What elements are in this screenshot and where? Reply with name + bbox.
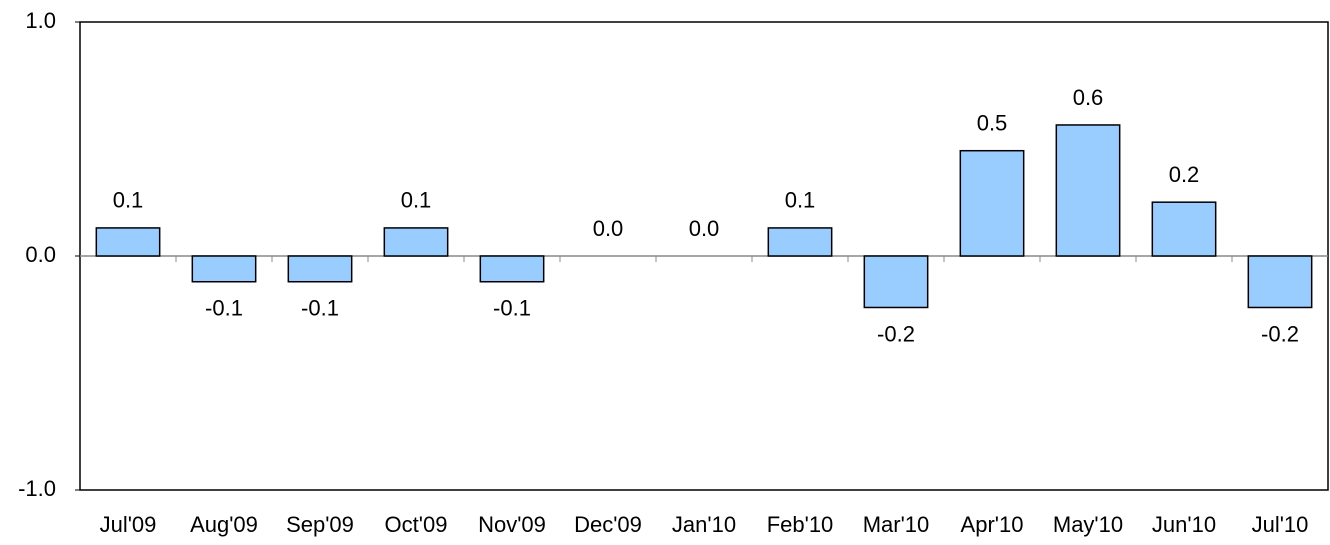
bar xyxy=(767,227,833,257)
bar xyxy=(191,255,257,283)
x-tick-label: Sep'09 xyxy=(286,512,354,537)
x-tick-label: Aug'09 xyxy=(190,512,258,537)
x-tick-label: Apr'10 xyxy=(961,512,1024,537)
value-label: -0.2 xyxy=(1261,321,1299,346)
x-tick-label: Jul'10 xyxy=(1252,512,1309,537)
x-tick-label: Feb'10 xyxy=(767,512,834,537)
bar xyxy=(1151,201,1217,257)
y-tick-label: 1.0 xyxy=(25,8,56,33)
value-label: -0.1 xyxy=(301,296,339,321)
x-tick-label: Dec'09 xyxy=(574,512,642,537)
y-tick-label: -1.0 xyxy=(18,476,56,501)
value-label: 0.0 xyxy=(689,216,720,241)
bar xyxy=(1055,124,1121,257)
bar xyxy=(479,255,545,283)
bar xyxy=(863,255,929,309)
value-label: -0.2 xyxy=(877,321,915,346)
value-label: -0.1 xyxy=(205,296,243,321)
bar xyxy=(383,227,449,257)
bar xyxy=(287,255,353,283)
value-label: 0.5 xyxy=(977,111,1008,136)
value-label: 0.1 xyxy=(113,188,144,213)
x-tick-label: Jun'10 xyxy=(1152,512,1216,537)
x-tick-label: Nov'09 xyxy=(478,512,546,537)
value-label: 0.1 xyxy=(401,188,432,213)
y-tick-label: 0.0 xyxy=(25,242,56,267)
bar xyxy=(95,227,161,257)
value-label: 0.0 xyxy=(593,216,624,241)
value-label: 0.2 xyxy=(1169,162,1200,187)
x-tick-label: Jan'10 xyxy=(672,512,736,537)
x-tick-label: Oct'09 xyxy=(385,512,448,537)
x-tick-label: Jul'09 xyxy=(100,512,157,537)
value-label: -0.1 xyxy=(493,296,531,321)
bar xyxy=(1247,255,1313,309)
x-tick-label: Mar'10 xyxy=(863,512,930,537)
value-label: 0.1 xyxy=(785,188,816,213)
x-tick-label: May'10 xyxy=(1053,512,1123,537)
bar xyxy=(959,149,1025,257)
value-label: 0.6 xyxy=(1073,85,1104,110)
